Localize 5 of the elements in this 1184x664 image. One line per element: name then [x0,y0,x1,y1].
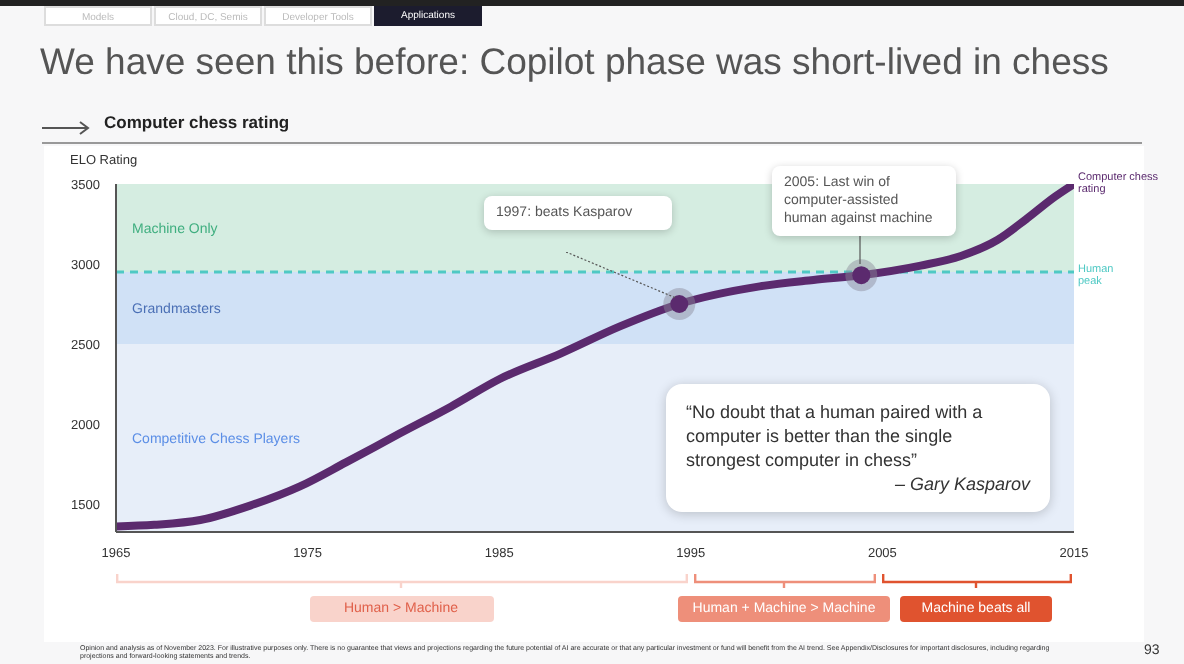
annotation: – Gary Kasparov [892,472,1030,496]
line-series [116,184,1074,531]
annotation: “No doubt that a human paired with a computer is better than the single strongest computer in chess” [686,400,985,472]
chart-title: We have seen this before: Copilot phase was short-lived in chess [40,40,1109,84]
chart-subtitle: Computer chess rating [104,112,290,132]
